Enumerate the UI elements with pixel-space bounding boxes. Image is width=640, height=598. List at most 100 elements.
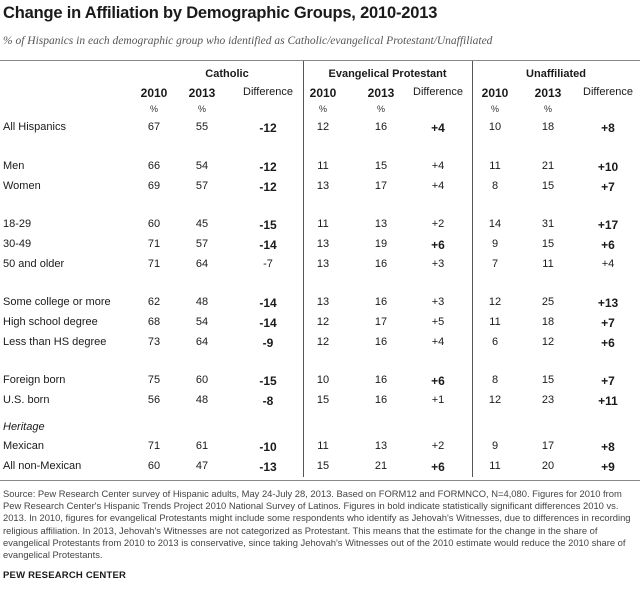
value-cell: 14	[488, 218, 502, 230]
value-cell: 16	[374, 121, 388, 133]
row-label: Men	[3, 160, 25, 172]
header-diff-catholic: Difference	[243, 86, 293, 98]
value-cell: 71	[147, 238, 161, 250]
value-cell: 10	[316, 374, 330, 386]
value-cell: 71	[147, 258, 161, 270]
value-cell: 11	[489, 460, 501, 472]
value-cell: 10	[488, 121, 502, 133]
difference-cell: +8	[601, 440, 615, 454]
value-cell: 9	[491, 440, 499, 452]
value-cell: 60	[147, 218, 161, 230]
value-cell: 62	[147, 296, 161, 308]
value-cell: 15	[316, 460, 330, 472]
value-cell: 8	[491, 180, 499, 192]
difference-cell: +7	[601, 374, 615, 388]
difference-cell: -14	[259, 296, 277, 310]
value-cell: 31	[541, 218, 555, 230]
value-cell: 12	[316, 121, 330, 133]
brand-logo-text: PEW RESEARCH CENTER	[3, 570, 127, 581]
value-cell: 69	[147, 180, 161, 192]
value-cell: 6	[491, 336, 499, 348]
table-row: Women 69 57 -12 13 17 +4 8 15 +7	[0, 180, 640, 196]
difference-cell: -9	[262, 336, 274, 350]
page-subtitle: % of Hispanics in each demographic group…	[3, 35, 493, 47]
row-label: Mexican	[3, 440, 44, 452]
row-label: High school degree	[3, 316, 98, 328]
value-cell: 57	[195, 180, 209, 192]
header-2013-evangelical: 2013	[367, 86, 395, 100]
value-cell: 12	[541, 336, 555, 348]
row-label: Foreign born	[3, 374, 66, 386]
value-cell: 11	[317, 218, 329, 230]
value-cell: 13	[316, 238, 330, 250]
difference-cell: +4	[431, 336, 445, 348]
table-row: Foreign born 75 60 -15 10 16 +6 8 15 +7	[0, 374, 640, 390]
table-row: Some college or more 62 48 -14 13 16 +3 12 25 +13	[0, 296, 640, 312]
value-cell: 73	[147, 336, 161, 348]
row-label: 50 and older	[3, 258, 65, 270]
difference-cell: +6	[601, 238, 615, 252]
difference-cell: +17	[597, 218, 619, 232]
top-divider	[0, 60, 640, 61]
value-cell: 61	[195, 440, 209, 452]
value-cell: 16	[374, 374, 388, 386]
group-header-unaffiliated: Unaffiliated	[526, 68, 586, 80]
row-label: Women	[3, 180, 41, 192]
header-diff-unaffiliated: Difference	[583, 86, 633, 98]
difference-cell: -12	[259, 180, 277, 194]
header-2013-catholic: 2013	[188, 86, 216, 100]
row-label: 30-49	[3, 238, 32, 250]
difference-cell: +4	[431, 160, 445, 172]
difference-cell: -12	[259, 121, 277, 135]
difference-cell: +4	[601, 258, 615, 270]
value-cell: 18	[541, 316, 555, 328]
difference-cell: +3	[431, 258, 445, 270]
difference-cell: +4	[431, 180, 445, 192]
value-cell: 18	[541, 121, 555, 133]
value-cell: 66	[147, 160, 161, 172]
value-cell: 54	[195, 160, 209, 172]
value-cell: 11	[317, 160, 329, 172]
value-cell: 75	[147, 374, 161, 386]
table-row: High school degree 68 54 -14 12 17 +5 11 18 +7	[0, 316, 640, 332]
difference-cell: +4	[431, 121, 445, 135]
group-header-catholic: Catholic	[205, 68, 249, 80]
value-cell: 45	[195, 218, 209, 230]
row-label: 18-29	[3, 218, 32, 230]
difference-cell: -8	[262, 394, 274, 408]
value-cell: 13	[374, 218, 388, 230]
column-divider-1	[303, 61, 304, 477]
value-cell: 23	[541, 394, 555, 406]
header-2013-unaffiliated: 2013	[534, 86, 562, 100]
group-header-evangelical: Evangelical Protestant	[328, 68, 447, 80]
value-cell: 16	[374, 394, 388, 406]
difference-cell: +6	[601, 336, 615, 350]
value-cell: 15	[541, 238, 555, 250]
value-cell: 7	[491, 258, 499, 270]
table-row: 50 and older 71 64 -7 13 16 +3 7 11 +4	[0, 258, 640, 274]
value-cell: 16	[374, 258, 388, 270]
difference-cell: -14	[259, 316, 277, 330]
value-cell: 21	[541, 160, 555, 172]
row-label: U.S. born	[3, 394, 50, 406]
value-cell: 13	[316, 296, 330, 308]
table-row: All non-Mexican 60 47 -13 15 21 +6 11 20 +9	[0, 460, 640, 476]
row-label: Some college or more	[3, 296, 111, 308]
table-row: Less than HS degree 73 64 -9 12 16 +4 6 12 +6	[0, 336, 640, 352]
value-cell: 12	[488, 394, 502, 406]
value-cell: 71	[147, 440, 161, 452]
difference-cell: +7	[601, 316, 615, 330]
table-row: All Hispanics 67 55 -12 12 16 +4 10 18 +8	[0, 121, 640, 137]
value-cell: 11	[489, 160, 501, 172]
value-cell: 64	[195, 336, 209, 348]
source-note: Source: Pew Research Center survey of Hi…	[3, 488, 631, 561]
value-cell: 17	[374, 316, 388, 328]
value-cell: 25	[541, 296, 555, 308]
value-cell: 15	[316, 394, 330, 406]
header-2010-unaffiliated: 2010	[481, 86, 509, 100]
value-cell: 60	[195, 374, 209, 386]
value-cell: 15	[374, 160, 388, 172]
table-row: U.S. born 56 48 -8 15 16 +1 12 23 +11	[0, 394, 640, 410]
value-cell: 15	[541, 180, 555, 192]
value-cell: 21	[374, 460, 388, 472]
